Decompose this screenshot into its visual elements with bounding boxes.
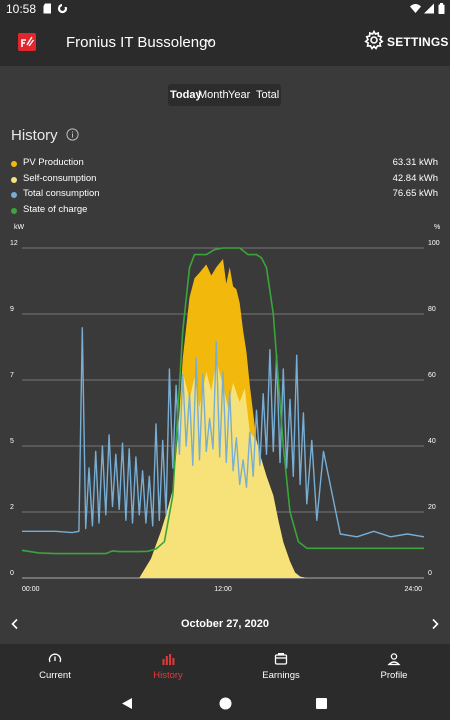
- legend-self-consumption: Self-consumption 42.84 kWh: [11, 173, 441, 188]
- signal-icon: [424, 3, 434, 14]
- gear-icon: [364, 30, 384, 50]
- chart-axis-labels: kW % 0 0 2 20 5 40 7 60 9 80 12 100 00:00 12:00 24:00: [10, 224, 440, 593]
- chart-areas: [22, 259, 424, 578]
- bottom-navigation: Current History Earnings Profile: [0, 644, 450, 688]
- sd-card-icon: [43, 3, 51, 14]
- legend-state-of-charge: State of charge: [11, 204, 441, 219]
- nav-label: Profile: [380, 670, 408, 681]
- y-right-tick: 80: [428, 306, 436, 313]
- y-left-tick: 12: [10, 240, 18, 247]
- y-left-unit: kW: [14, 224, 25, 231]
- battery-icon: [438, 3, 445, 14]
- settings-label: SETTINGS: [387, 35, 449, 49]
- y-left-tick: 9: [10, 306, 14, 313]
- date-label: October 27, 2020: [180, 618, 270, 630]
- nav-history[interactable]: History: [113, 644, 223, 688]
- y-right-unit: %: [434, 224, 440, 231]
- legend-dot: [11, 192, 17, 198]
- recents-icon[interactable]: [316, 698, 327, 709]
- period-year[interactable]: Year: [228, 89, 251, 101]
- chart-lines: [21, 247, 425, 555]
- nav-earnings[interactable]: Earnings: [226, 644, 336, 688]
- legend-total-consumption: Total consumption 76.65 kWh: [11, 188, 441, 203]
- chevron-right-icon[interactable]: [430, 618, 440, 630]
- y-left-tick: 2: [10, 504, 14, 511]
- chevron-down-icon[interactable]: [204, 36, 214, 46]
- period-month[interactable]: Month: [198, 89, 229, 101]
- wifi-icon: [410, 4, 421, 13]
- period-today[interactable]: Today: [170, 89, 202, 101]
- nav-label: Current: [39, 670, 71, 681]
- legend-value: 42.84 kWh: [392, 173, 438, 184]
- info-icon[interactable]: [66, 128, 79, 141]
- date-navigator: October 27, 2020: [0, 612, 450, 638]
- legend-name: Self-consumption: [23, 173, 97, 184]
- period-total[interactable]: Total: [256, 89, 280, 101]
- legend-name: PV Production: [23, 157, 84, 168]
- y-right-tick: 20: [428, 504, 436, 511]
- legend-dot: [11, 161, 17, 167]
- back-icon[interactable]: [121, 697, 133, 710]
- legend-value: 76.65 kWh: [392, 188, 438, 199]
- legend-dot: [11, 208, 17, 214]
- sync-icon: [57, 3, 68, 14]
- legend-dot: [11, 177, 17, 183]
- period-selector: Today Month Year Total: [168, 84, 281, 106]
- y-right-tick: 60: [428, 372, 436, 379]
- home-icon[interactable]: [219, 697, 232, 710]
- series-state-of-charge: [21, 247, 424, 555]
- legend-name: State of charge: [23, 204, 88, 215]
- nav-label: Earnings: [262, 670, 300, 681]
- fronius-logo-icon: [18, 33, 36, 51]
- nav-profile[interactable]: Profile: [339, 644, 449, 688]
- nav-label: History: [153, 670, 183, 681]
- series-total-consumption: [22, 327, 425, 538]
- history-chart[interactable]: kW % 0 0 2 20 5 40 7 60 9 80 12 100 00:00 12:00 24:00: [0, 218, 450, 600]
- legend-value: 63.31 kWh: [392, 157, 438, 168]
- wallet-icon: [274, 653, 288, 665]
- system-navigation-bar: [0, 688, 450, 720]
- legend-pv-production: PV Production 63.31 kWh: [11, 157, 441, 172]
- bar-chart-icon: [162, 654, 175, 665]
- y-left-tick: 5: [10, 438, 14, 445]
- status-bar: 10:58: [0, 0, 450, 18]
- gauge-icon: [48, 653, 62, 663]
- history-title: History: [11, 127, 58, 144]
- person-icon: [387, 653, 401, 666]
- x-tick: 24:00: [404, 586, 422, 593]
- y-left-tick: 0: [10, 570, 14, 577]
- y-right-tick: 100: [428, 240, 440, 247]
- x-tick: 00:00: [22, 586, 40, 593]
- status-time: 10:58: [6, 2, 37, 16]
- series-self-consumption: [22, 360, 424, 578]
- legend-name: Total consumption: [23, 188, 100, 199]
- chevron-left-icon[interactable]: [10, 618, 20, 630]
- x-tick: 12:00: [214, 586, 232, 593]
- y-right-tick: 40: [428, 438, 436, 445]
- y-left-tick: 7: [10, 372, 14, 379]
- y-right-tick: 0: [428, 570, 432, 577]
- settings-button[interactable]: SETTINGS: [364, 30, 448, 54]
- nav-current[interactable]: Current: [0, 644, 110, 688]
- app-bar: Fronius IT Bussolengo SETTINGS: [0, 18, 450, 66]
- site-selector[interactable]: Fronius IT Bussolengo: [66, 34, 216, 51]
